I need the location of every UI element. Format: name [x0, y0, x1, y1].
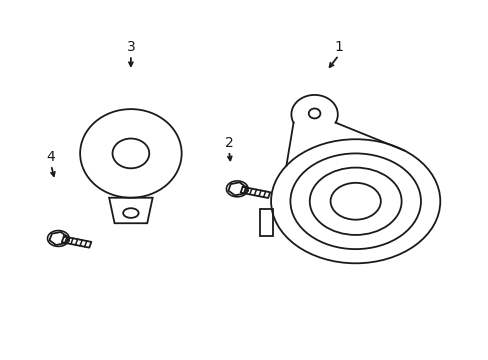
- Text: 2: 2: [224, 136, 233, 150]
- Text: 3: 3: [126, 40, 135, 54]
- Text: 4: 4: [47, 150, 55, 164]
- Text: 1: 1: [334, 40, 343, 54]
